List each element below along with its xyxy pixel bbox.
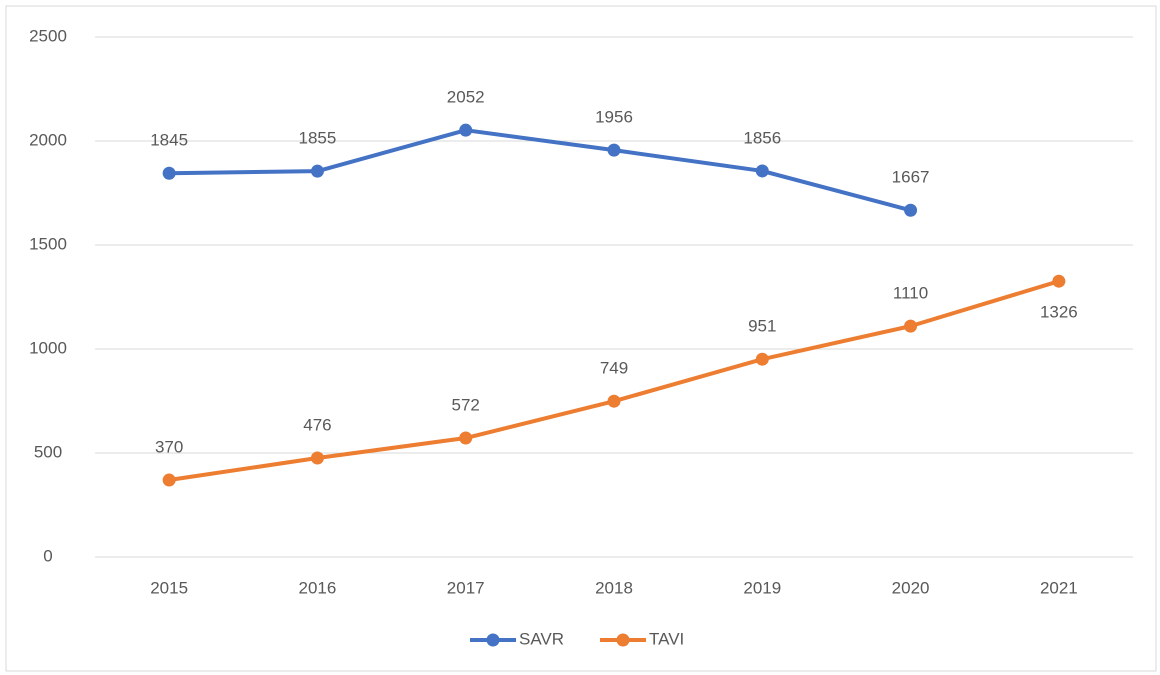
data-label: 1110 [893, 284, 928, 303]
point-marker [310, 164, 324, 178]
point-marker [1052, 274, 1066, 288]
point-marker [607, 394, 621, 408]
y-tick-label: 1000 [29, 338, 67, 357]
point-marker [904, 203, 918, 217]
data-label: 951 [748, 317, 776, 336]
data-label: 1845 [150, 131, 188, 150]
legend-label: TAVI [649, 629, 684, 648]
data-label: 1956 [595, 108, 633, 127]
data-label: 1856 [743, 128, 781, 147]
legend-marker [486, 633, 500, 647]
point-marker [310, 451, 324, 465]
y-tick-label: 1500 [29, 234, 67, 253]
y-tick-label: 500 [34, 442, 62, 461]
data-label: 749 [600, 359, 628, 378]
y-tick-label: 2000 [29, 130, 67, 149]
data-label: 1667 [892, 168, 930, 187]
point-marker [904, 319, 918, 333]
data-label: 370 [155, 438, 183, 457]
y-tick-label: 0 [43, 546, 52, 565]
x-tick-label: 2021 [1040, 578, 1078, 597]
x-tick-label: 2018 [595, 578, 633, 597]
data-label: 476 [303, 415, 331, 434]
point-marker [459, 431, 473, 445]
point-marker [755, 352, 769, 366]
x-tick-label: 2019 [743, 578, 781, 597]
x-tick-label: 2017 [447, 578, 485, 597]
x-tick-label: 2020 [892, 578, 930, 597]
legend-label: SAVR [519, 629, 564, 648]
point-marker [755, 164, 769, 178]
x-tick-label: 2015 [150, 578, 188, 597]
data-label: 572 [452, 396, 480, 415]
legend-marker [616, 633, 630, 647]
series-line [169, 128, 912, 213]
point-marker [162, 166, 176, 180]
point-marker [607, 143, 621, 157]
y-tick-label: 2500 [29, 26, 67, 45]
point-marker [162, 473, 176, 487]
data-label: 1855 [299, 129, 337, 148]
chart-border [5, 5, 1157, 672]
data-label: 2052 [447, 88, 485, 107]
point-marker [459, 123, 473, 137]
data-label: 1326 [1040, 303, 1078, 322]
x-tick-label: 2016 [299, 578, 337, 597]
